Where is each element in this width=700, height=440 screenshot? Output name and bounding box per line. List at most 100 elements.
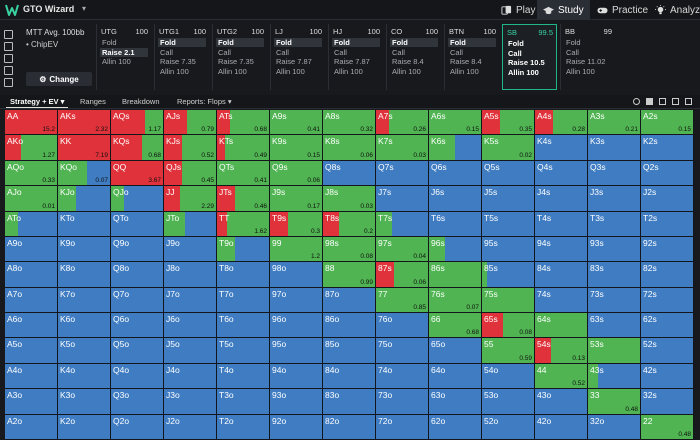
hand-cell[interactable]: 98s 0.08 — [323, 236, 376, 263]
hand-cell[interactable]: J9s 0.17 — [270, 186, 323, 212]
hand-cell[interactable]: T6o — [217, 313, 270, 339]
hand-cell[interactable]: Q2o — [111, 414, 164, 440]
hand-cell[interactable]: A2o — [5, 414, 58, 440]
hand-cell[interactable]: 43o — [535, 389, 588, 415]
hand-cell[interactable]: 52s — [641, 338, 694, 364]
action-option[interactable]: Allin 100 — [102, 57, 131, 66]
hand-cell[interactable]: 62s — [641, 313, 694, 339]
hand-cell[interactable]: A4s 0.28 — [535, 110, 588, 136]
hand-cell[interactable]: 64s — [535, 313, 588, 339]
hand-cell[interactable]: AQo 0.33 — [5, 160, 58, 187]
hand-cell[interactable]: K4o — [58, 363, 111, 390]
action-option[interactable]: Fold — [274, 38, 322, 47]
action-option[interactable]: Fold — [158, 38, 206, 47]
hand-cell[interactable]: QTo — [111, 211, 164, 237]
hand-cell[interactable]: 76s 0.07 — [429, 287, 482, 314]
position-sb[interactable]: SB 99.5 Fold Call Raise 10.5 Allin 100 — [502, 24, 557, 90]
tab-breakdown[interactable]: Breakdown — [122, 97, 160, 106]
action-option[interactable]: Raise 8.4 — [392, 57, 424, 66]
action-option[interactable]: Call — [276, 47, 289, 57]
change-button[interactable]: ⚙ Change — [26, 72, 92, 86]
logo-icon[interactable] — [5, 3, 19, 17]
hand-cell[interactable]: T7s — [376, 211, 429, 237]
hand-cell[interactable]: 96s — [429, 236, 482, 263]
hand-cell[interactable]: Q8o — [111, 262, 164, 288]
hand-cell[interactable]: 83o — [323, 389, 376, 415]
action-option[interactable]: Allin 100 — [566, 66, 595, 76]
view-grid-icon[interactable] — [659, 98, 666, 105]
hand-cell[interactable]: J2o — [164, 414, 217, 440]
hand-cell[interactable]: 86o — [323, 313, 376, 339]
hand-cell[interactable]: 98o — [270, 262, 323, 288]
hand-cell[interactable]: Q7s — [376, 160, 429, 187]
action-option[interactable]: Allin 100 — [218, 66, 247, 76]
action-option[interactable]: Allin 100 — [508, 67, 539, 77]
hand-cell[interactable]: A4o — [5, 363, 58, 390]
hand-cell[interactable]: 75o — [376, 338, 429, 364]
hand-cell[interactable]: 92o — [270, 414, 323, 440]
hand-cell[interactable]: J6o — [164, 313, 217, 339]
hand-cell[interactable]: JTs 0.46 — [217, 186, 270, 212]
hand-cell[interactable]: KJo — [58, 186, 111, 212]
hand-cell[interactable]: 87s 0.06 — [376, 262, 429, 288]
hand-cell[interactable]: K9s 0.15 — [270, 135, 323, 161]
hand-cell[interactable]: 32o — [588, 414, 641, 440]
hand-cell[interactable]: J8s 0.03 — [323, 186, 376, 212]
hand-cell[interactable]: 95s — [482, 236, 535, 263]
hand-cell[interactable]: KTo — [58, 211, 111, 237]
action-option[interactable]: Fold — [332, 38, 380, 47]
hand-cell[interactable]: 74o — [376, 363, 429, 390]
action-option[interactable]: Allin 100 — [276, 66, 305, 76]
hand-cell[interactable]: 94s — [535, 236, 588, 263]
view-full-icon[interactable] — [685, 98, 692, 105]
action-option[interactable]: Allin 100 — [160, 66, 189, 76]
hand-cell[interactable]: 82s — [641, 262, 694, 288]
nav-play[interactable]: Play — [495, 0, 541, 20]
hand-cell[interactable]: 94o — [270, 363, 323, 390]
hand-cell[interactable]: 55 0.59 — [482, 338, 535, 364]
hand-cell[interactable]: 87o — [323, 287, 376, 314]
action-option[interactable]: Fold — [448, 38, 496, 47]
hand-cell[interactable]: QQ 3.67 — [111, 160, 164, 187]
position-co[interactable]: CO 100 Fold Call Raise 8.4 Allin 100 — [386, 24, 441, 90]
hand-cell[interactable]: Q5s — [482, 160, 535, 187]
hand-cell[interactable]: J3s — [588, 186, 641, 212]
hand-cell[interactable]: JJ 2.29 — [164, 186, 217, 212]
hand-cell[interactable]: T4o — [217, 363, 270, 390]
hand-cell[interactable]: A3s 0.21 — [588, 110, 641, 136]
hand-cell[interactable]: 42s — [641, 363, 694, 390]
hand-cell[interactable]: 63s — [588, 313, 641, 339]
hand-cell[interactable]: 74s — [535, 287, 588, 314]
hand-cell[interactable]: K4s — [535, 135, 588, 161]
hand-cell[interactable]: K5o — [58, 338, 111, 364]
hand-cell[interactable]: KJs 0.52 — [164, 135, 217, 161]
action-option[interactable]: Call — [218, 47, 231, 57]
hand-cell[interactable]: J7s — [376, 186, 429, 212]
action-option[interactable]: Allin 100 — [392, 66, 421, 76]
tab-reports-flops[interactable]: Reports: Flops ▾ — [177, 97, 232, 106]
hand-cell[interactable]: J7o — [164, 287, 217, 314]
hand-cell[interactable]: 96o — [270, 313, 323, 339]
hand-cell[interactable]: 65o — [429, 338, 482, 364]
hand-cell[interactable]: Q9o — [111, 236, 164, 263]
hand-cell[interactable]: 44 0.52 — [535, 363, 588, 390]
bookmark-icon[interactable] — [4, 30, 13, 39]
action-option[interactable]: Fold — [508, 39, 524, 48]
hand-cell[interactable]: 53s — [588, 338, 641, 364]
hand-cell[interactable]: 85o — [323, 338, 376, 364]
action-option[interactable]: Raise 2.1 — [100, 47, 148, 57]
hand-cell[interactable]: 63o — [429, 389, 482, 415]
hand-cell[interactable]: 82o — [323, 414, 376, 440]
hand-cell[interactable]: T2s — [641, 211, 694, 237]
save-icon[interactable] — [4, 54, 13, 63]
hand-cell[interactable]: QJs 0.45 — [164, 160, 217, 187]
hand-cell[interactable]: K7s 0.03 — [376, 135, 429, 161]
hand-cell[interactable]: A6s 0.15 — [429, 110, 482, 136]
action-option[interactable]: Raise 10.5 — [508, 58, 545, 67]
hand-cell[interactable]: K2s — [641, 135, 694, 161]
hand-cell[interactable]: K3o — [58, 389, 111, 415]
hand-cell[interactable]: 22 0.48 — [641, 414, 694, 440]
position-hj[interactable]: HJ 100 Fold Call Raise 7.87 Allin 100 — [328, 24, 383, 90]
position-utg1[interactable]: UTG1 100 Fold Call Raise 7.35 Allin 100 — [154, 24, 209, 90]
position-btn[interactable]: BTN 100 Fold Call Raise 8.4 Allin 100 — [444, 24, 499, 90]
